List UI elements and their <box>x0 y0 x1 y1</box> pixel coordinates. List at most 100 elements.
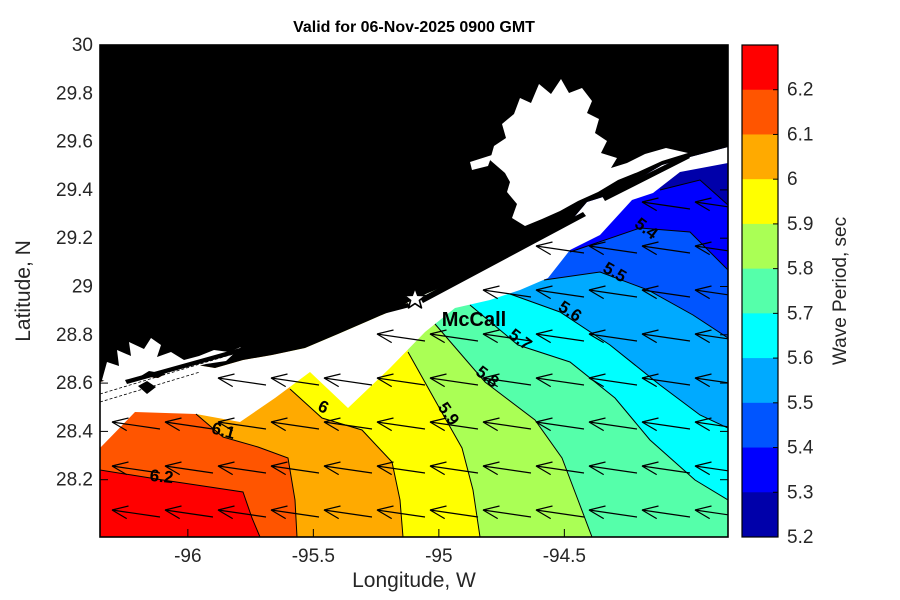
wave-arrow-west <box>588 373 638 388</box>
wave-arrow-west <box>270 461 320 476</box>
colorbar-segment <box>742 223 778 270</box>
contour-line <box>195 413 298 537</box>
station-marker-group: McCall <box>403 287 506 331</box>
y-tick-label: 29 <box>72 277 93 298</box>
bay-water <box>470 155 492 170</box>
axes: -96 -95.5 -95 -94.5 30 29.8 29.6 29.4 29.2 29 28.… <box>12 19 729 592</box>
barrier-island <box>250 303 410 348</box>
wave-arrow-west <box>482 417 532 432</box>
x-tick-label: -94.5 <box>543 546 586 567</box>
wave-arrow-west <box>164 505 214 520</box>
coastline-thin-line <box>100 304 409 395</box>
wave-arrow-west <box>429 461 479 476</box>
y-tick-label: 28.2 <box>56 470 93 491</box>
wave-arrow-west <box>270 505 320 520</box>
wave-arrow-west <box>641 417 691 432</box>
wave-direction-arrows <box>111 197 728 520</box>
contour-line <box>543 271 728 339</box>
contour-label-6.2: 6.2 <box>149 466 174 487</box>
barrier-island <box>138 381 156 394</box>
wave-arrow-west <box>323 505 373 520</box>
plot-title: Valid for 06-Nov-2025 0900 GMT <box>293 19 535 36</box>
wave-arrow-west <box>482 329 532 344</box>
colorbar-segment <box>742 45 778 91</box>
contour-line <box>434 323 593 537</box>
wave-arrow-west <box>376 373 426 388</box>
wave-arrow-west <box>535 417 585 432</box>
barrier-island <box>125 348 242 384</box>
wave-arrow-west <box>694 197 728 212</box>
wave-arrow-west <box>111 461 161 476</box>
colorbar-tick-label: 5.4 <box>787 438 814 459</box>
wave-arrow-west <box>376 461 426 476</box>
colorbar-segment <box>742 89 778 135</box>
wave-arrow-west <box>694 285 728 300</box>
wave-arrow-west <box>270 373 320 388</box>
contour-line <box>100 469 261 537</box>
contour-line <box>509 293 728 429</box>
wave-arrow-west <box>217 461 267 476</box>
wave-arrow-west <box>694 505 728 520</box>
wave-arrow-west <box>641 285 691 300</box>
coastline-thin-line <box>100 371 201 403</box>
wave-arrow-west <box>535 285 585 300</box>
colorbar-axis-label: Wave Period, sec <box>830 217 851 365</box>
barrier-islands <box>125 154 690 394</box>
plot-frame <box>99 44 729 538</box>
x-axis-label: Longitude, W <box>352 569 476 592</box>
wave-arrow-west <box>535 373 585 388</box>
bays-and-estuaries <box>102 79 688 383</box>
station-label: McCall <box>442 309 506 331</box>
wave-arrow-west <box>535 241 585 256</box>
colorbar-segment <box>742 313 778 359</box>
colorbar-segment <box>742 402 778 449</box>
wave-arrow-west <box>323 417 373 432</box>
colorbar-segment <box>742 492 778 538</box>
wave-arrow-west <box>535 505 585 520</box>
wave-arrow-west <box>482 505 532 520</box>
wave-arrow-west <box>323 373 373 388</box>
wave-arrow-west <box>588 505 638 520</box>
wave-arrow-west <box>694 329 728 344</box>
wave-arrow-west <box>641 505 691 520</box>
wave-arrow-west <box>429 505 479 520</box>
wave-arrow-west <box>376 329 426 344</box>
x-tick-labels: -96 -95.5 -95 -94.5 <box>174 546 586 567</box>
wave-arrow-west <box>588 417 638 432</box>
colorbar-tick-label: 5.3 <box>787 482 813 503</box>
station-star-icon <box>403 287 427 309</box>
colorbar-frame <box>741 44 779 538</box>
wave-arrow-west <box>694 461 728 476</box>
contour-line <box>289 388 404 537</box>
wave-arrow-west <box>482 285 532 300</box>
y-tick-label: 28.4 <box>56 421 93 442</box>
wave-arrow-west <box>588 461 638 476</box>
contour-line <box>407 351 481 537</box>
y-tick-label: 29.6 <box>56 132 93 153</box>
y-tick-label: 28.6 <box>56 373 93 394</box>
wave-arrow-west <box>641 461 691 476</box>
colorbar-tick-label: 5.2 <box>787 527 813 548</box>
wave-arrow-west <box>429 373 479 388</box>
bay-water <box>490 79 688 226</box>
y-axis-label: Latitude, N <box>12 240 35 342</box>
colorbar-tick-label: 5.8 <box>787 259 813 280</box>
colorbar-segment <box>742 447 778 493</box>
map-plot-area: 5.45.55.65.75.85.966.16.2 McCall <box>100 45 728 537</box>
wave-arrow-west <box>641 241 691 256</box>
coastline-detail <box>100 304 409 403</box>
x-tick-label: -95 <box>425 546 452 567</box>
contour-line <box>569 227 728 271</box>
wave-arrow-west <box>270 417 320 432</box>
wave-arrow-west <box>429 417 479 432</box>
wave-arrow-west <box>535 329 585 344</box>
wave-arrow-west <box>217 505 267 520</box>
colorbar: 6.2 6.1 6 5.9 5.8 5.7 5.6 5.5 5.4 5.3 5.2 Wave Per… <box>741 44 851 548</box>
wave-arrow-west <box>429 329 479 344</box>
wave-arrow-west <box>641 329 691 344</box>
y-tick-label: 28.8 <box>56 325 93 346</box>
colorbar-tick-label: 5.5 <box>787 393 813 414</box>
barrier-island <box>602 154 690 201</box>
